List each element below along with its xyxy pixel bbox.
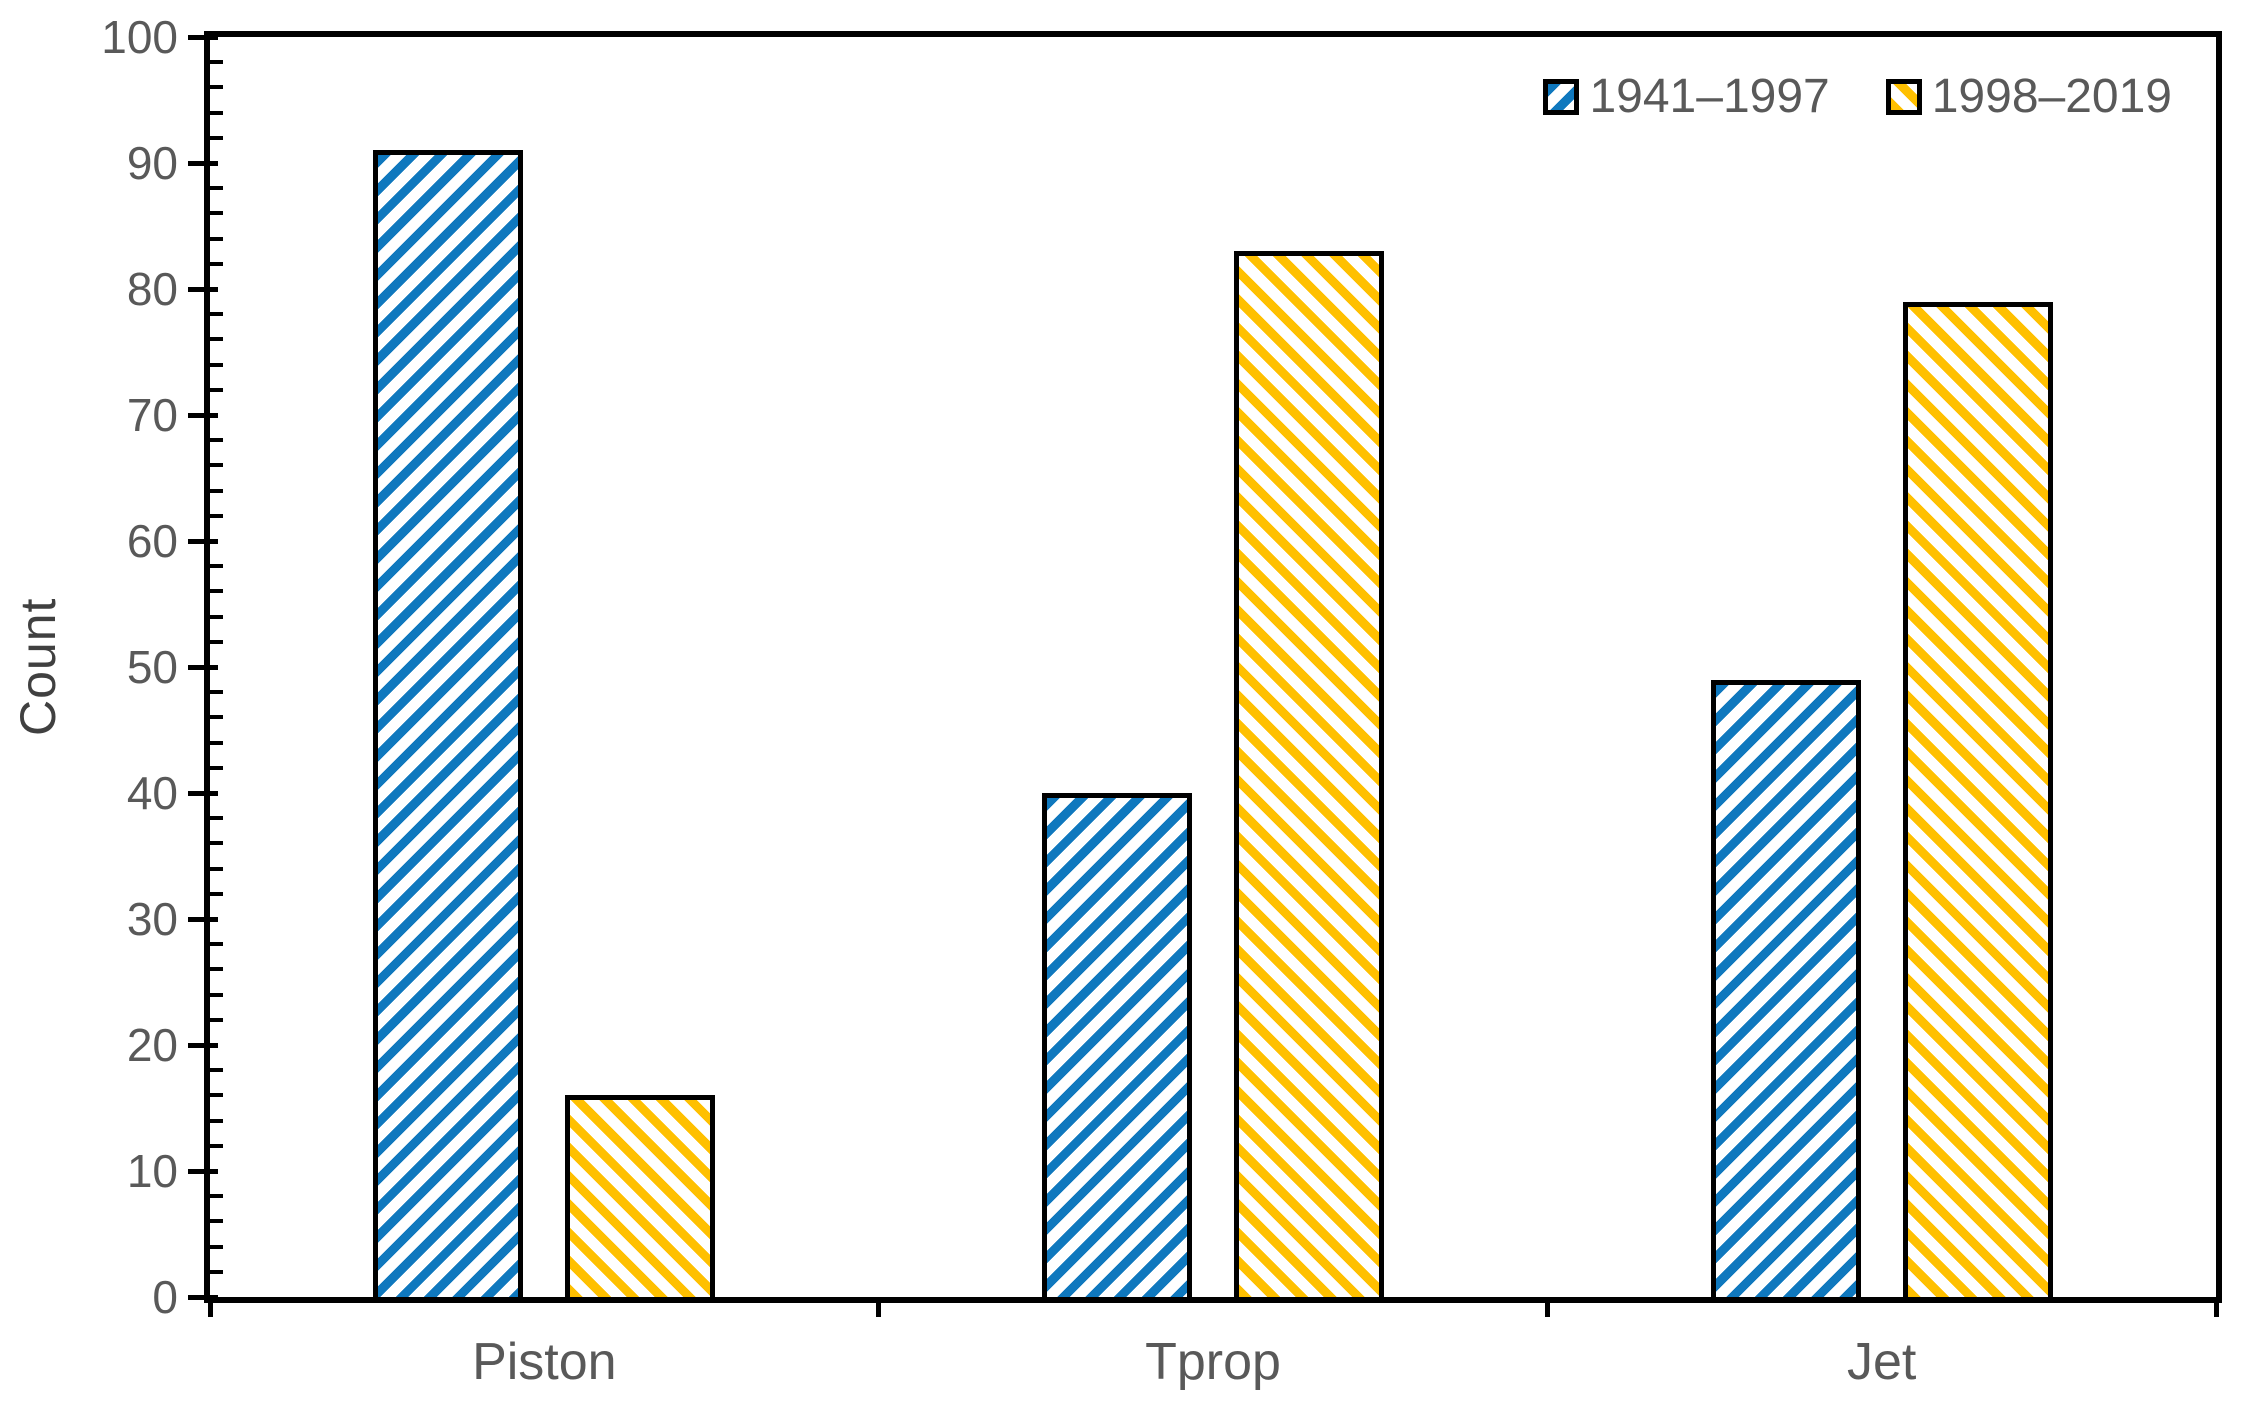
x-axis-category-label-jet: Jet (1846, 1333, 1917, 1391)
y-axis-minor-tick (210, 1219, 223, 1224)
y-axis-minor-tick (210, 312, 223, 317)
y-axis-major-tick (188, 790, 218, 796)
y-axis-minor-tick (210, 337, 223, 342)
y-axis-minor-tick (210, 891, 223, 896)
x-axis-category-label-tprop: Tprop (1145, 1333, 1281, 1391)
y-axis-minor-tick (210, 942, 223, 947)
y-axis-major-tick (188, 160, 218, 166)
y-axis-major-tick (188, 916, 218, 922)
plot-area: 1941–1997 1998–2019 (204, 31, 2222, 1303)
y-axis-minor-tick (210, 211, 223, 216)
y-axis-tick-label: 60 (126, 515, 178, 567)
legend-item-1941-1997: 1941–1997 (1543, 70, 1830, 123)
y-axis-minor-tick (210, 488, 223, 493)
y-axis-minor-tick (210, 765, 223, 770)
y-axis-major-tick (188, 664, 218, 670)
legend-item-1998-2019: 1998–2019 (1885, 70, 2172, 123)
x-axis-category-label-piston: Piston (472, 1333, 617, 1391)
legend-swatch-blue-hatch (1543, 79, 1580, 115)
y-axis-minor-tick (210, 1269, 223, 1274)
y-axis-tick-label: 50 (126, 641, 178, 693)
y-axis-tick-label: 40 (126, 767, 178, 819)
y-axis-tick-label: 90 (126, 137, 178, 189)
y-axis-tick-label: 30 (126, 893, 178, 945)
y-axis-minor-tick (210, 992, 223, 997)
y-axis-tick-label: 70 (126, 389, 178, 441)
y-axis-minor-tick (210, 740, 223, 745)
x-axis-tick (207, 1297, 213, 1317)
bar-piston-1941-1997 (373, 150, 524, 1302)
y-axis-tick-label: 100 (101, 11, 178, 63)
y-axis-minor-tick (210, 463, 223, 468)
y-axis-minor-tick (210, 564, 223, 569)
y-axis-minor-tick (210, 1194, 223, 1199)
y-axis-tick-label: 10 (126, 1145, 178, 1197)
y-axis-minor-tick (210, 589, 223, 594)
y-axis-minor-tick (210, 387, 223, 392)
y-axis-minor-tick (210, 690, 223, 695)
bar-tprop-1941-1997 (1042, 793, 1192, 1302)
y-axis-minor-tick (210, 1068, 223, 1073)
y-axis-minor-tick (210, 639, 223, 644)
y-axis-minor-tick (210, 110, 223, 115)
y-axis-minor-tick (210, 1017, 223, 1022)
y-axis-minor-tick (210, 236, 223, 241)
y-axis-minor-tick (210, 513, 223, 518)
y-axis-minor-tick (210, 816, 223, 821)
y-axis-tick-label: 20 (126, 1019, 178, 1071)
y-axis-tick-label: 80 (126, 263, 178, 315)
y-axis-minor-tick (210, 60, 223, 65)
y-axis-major-tick (188, 286, 218, 292)
y-axis-major-tick (188, 412, 218, 418)
y-axis-minor-tick (210, 715, 223, 720)
y-axis-major-tick (188, 538, 218, 544)
y-axis-major-tick (188, 1042, 218, 1048)
y-axis-minor-tick (210, 135, 223, 140)
y-axis-minor-tick (210, 1118, 223, 1123)
y-axis-major-tick (188, 1168, 218, 1174)
x-axis-tick (1544, 1297, 1550, 1317)
legend: 1941–1997 1998–2019 (1543, 73, 2172, 121)
y-axis-minor-tick (210, 841, 223, 846)
y-axis-minor-tick (210, 362, 223, 367)
legend-label: 1998–2019 (1931, 70, 2172, 123)
y-axis-minor-tick (210, 967, 223, 972)
y-axis-major-tick (188, 34, 218, 40)
y-axis-minor-tick (210, 85, 223, 90)
bar-jet-1998-2019 (1902, 301, 2053, 1302)
x-axis-tick (2213, 1297, 2219, 1317)
x-axis-tick (876, 1297, 882, 1317)
legend-label: 1941–1997 (1589, 70, 1830, 123)
y-axis-minor-tick (210, 1244, 223, 1249)
bar-jet-1941-1997 (1710, 679, 1861, 1302)
bar-tprop-1998-2019 (1234, 251, 1384, 1302)
y-axis-minor-tick (210, 261, 223, 266)
y-axis-major-tick (188, 1294, 218, 1300)
bar-piston-1998-2019 (565, 1095, 716, 1302)
y-axis-minor-tick (210, 1143, 223, 1148)
legend-swatch-gold-hatch (1885, 79, 1922, 115)
y-axis-minor-tick (210, 186, 223, 191)
y-axis-minor-tick (210, 614, 223, 619)
y-axis-minor-tick (210, 866, 223, 871)
y-axis-minor-tick (210, 438, 223, 443)
y-axis-tick-label: 0 (152, 1271, 178, 1323)
y-axis-minor-tick (210, 1093, 223, 1098)
